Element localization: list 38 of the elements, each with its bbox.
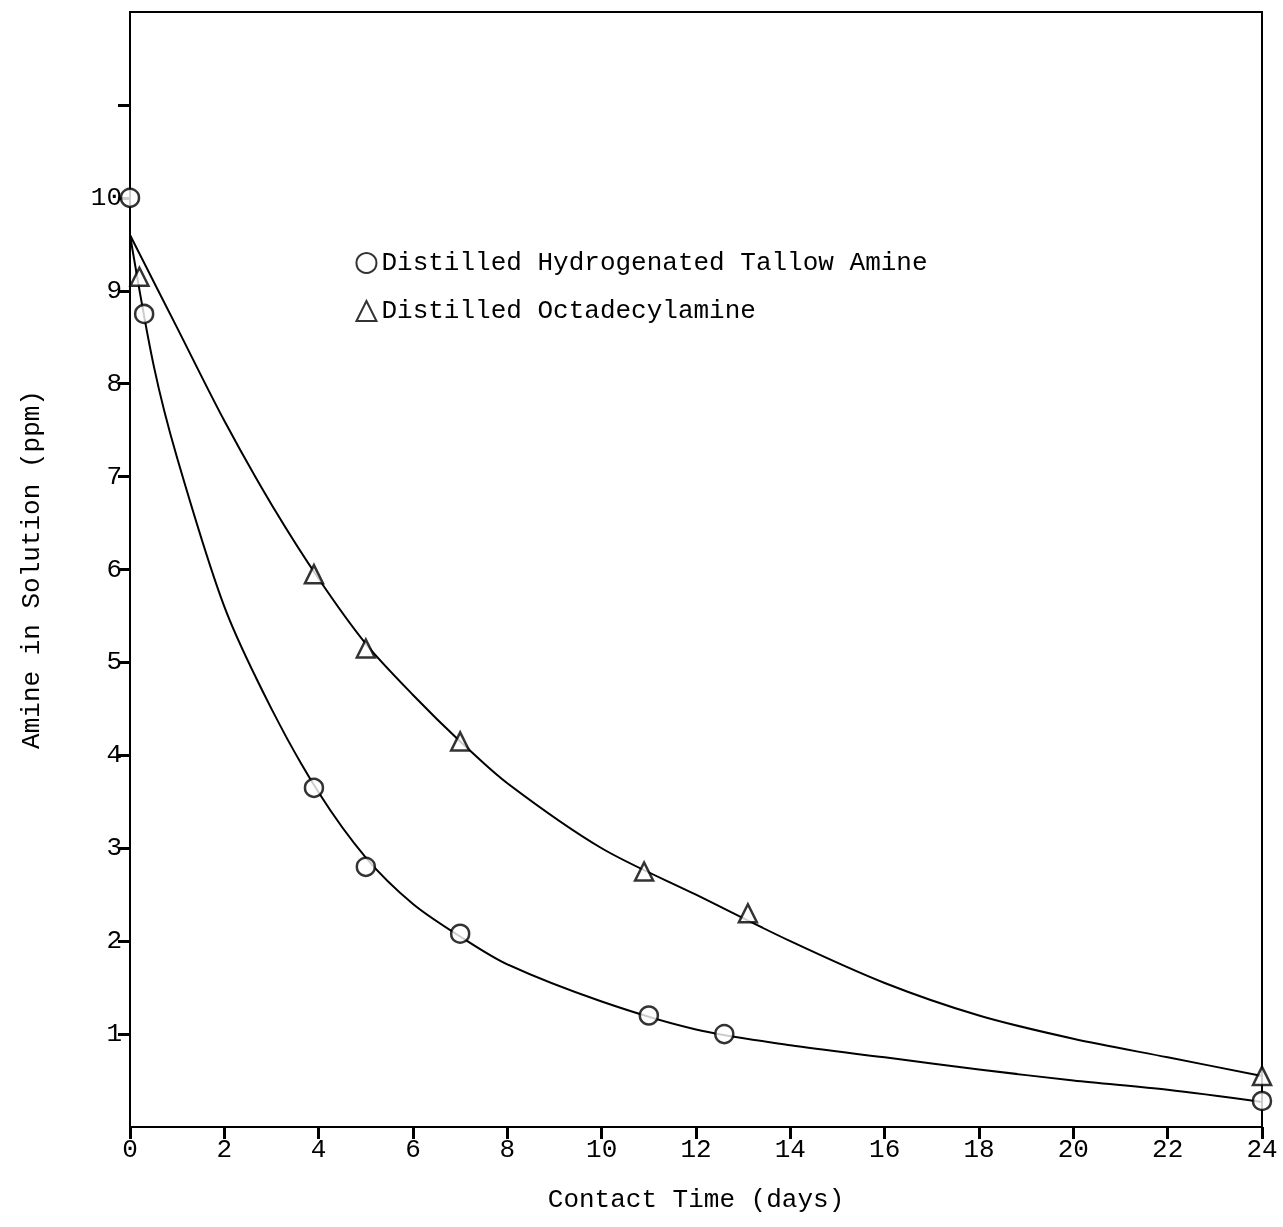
y-tick-label: 4 — [106, 740, 122, 771]
x-tick-label: 20 — [1057, 1135, 1089, 1165]
y-axis-title: Amine in Solution (ppm) — [17, 390, 47, 749]
point — [1251, 1065, 1273, 1087]
point — [737, 903, 759, 924]
point — [714, 1023, 735, 1045]
y-tick-label: 2 — [106, 926, 122, 957]
x-tick-label: 12 — [680, 1135, 712, 1165]
y-tick-label: 10 — [90, 182, 122, 213]
x-tick-label: 0 — [122, 1135, 138, 1165]
x-tick-label: 18 — [963, 1135, 995, 1165]
legend-label: Distilled Octadecylamine — [381, 296, 756, 326]
legend-label: Distilled Hydrogenated Tallow Amine — [381, 248, 928, 278]
x-tick-label: 6 — [405, 1135, 421, 1165]
x-tick-label: 4 — [310, 1135, 327, 1165]
point — [638, 1005, 660, 1026]
y-tick-label: 8 — [106, 368, 122, 399]
x-tick-label: 8 — [499, 1135, 516, 1165]
point — [449, 923, 471, 944]
point — [355, 856, 377, 878]
point — [129, 266, 150, 288]
x-tick-label: 16 — [869, 1135, 901, 1165]
point — [355, 638, 377, 659]
point — [633, 861, 655, 882]
point — [303, 563, 325, 585]
x-tick-label: 24 — [1246, 1135, 1278, 1165]
x-tick-label: 2 — [216, 1135, 233, 1165]
y-tick-label: 7 — [106, 461, 122, 492]
x-tick-label: 14 — [774, 1135, 806, 1165]
point — [303, 777, 325, 799]
point — [1251, 1090, 1273, 1112]
x-tick-label: 10 — [586, 1135, 618, 1165]
x-axis-title: Contact Time (days) — [547, 1185, 845, 1215]
x-tick-label: 22 — [1152, 1135, 1184, 1165]
point — [119, 187, 141, 209]
y-tick-label: 1 — [106, 1019, 122, 1050]
point — [449, 731, 471, 752]
point — [133, 303, 155, 325]
